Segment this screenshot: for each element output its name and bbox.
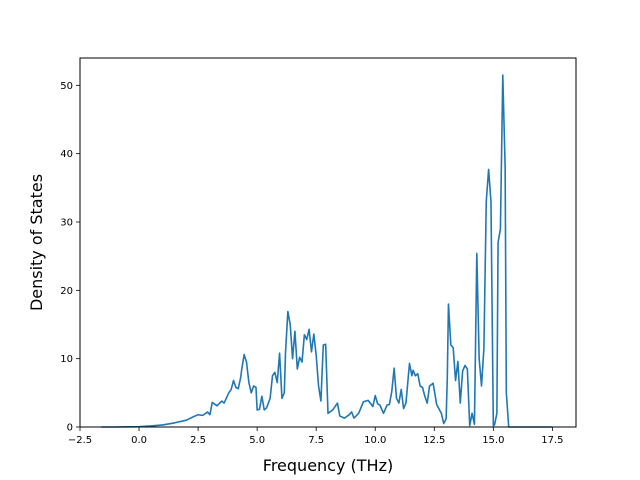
x-tick-label: 17.5 xyxy=(541,435,563,446)
x-tick-label: 7.5 xyxy=(308,435,324,446)
y-tick-label: 40 xyxy=(60,149,73,160)
y-tick-label: 50 xyxy=(60,81,73,92)
y-axis: 0 10 20 30 40 50 xyxy=(60,81,80,434)
x-tick-label: −2.5 xyxy=(68,435,92,446)
x-tick-label: 2.5 xyxy=(190,435,206,446)
x-tick-label: 10.0 xyxy=(364,435,386,446)
series-layer xyxy=(101,74,553,428)
dos-series-line xyxy=(101,74,553,428)
x-axis-label: Frequency (THz) xyxy=(263,456,393,475)
x-tick-label: 5.0 xyxy=(249,435,265,446)
x-axis: −2.5 0.0 2.5 5.0 7.5 10.0 12.5 15.0 17.5 xyxy=(68,427,564,446)
x-tick-label: 12.5 xyxy=(423,435,445,446)
y-tick-label: 10 xyxy=(60,354,73,365)
y-tick-label: 30 xyxy=(60,218,73,229)
y-tick-label: 20 xyxy=(60,286,73,297)
plot-frame xyxy=(79,57,577,428)
y-axis-label: Density of States xyxy=(27,174,46,311)
x-tick-label: 15.0 xyxy=(482,435,504,446)
y-tick-label: 0 xyxy=(67,423,73,434)
x-tick-label: 0.0 xyxy=(131,435,147,446)
